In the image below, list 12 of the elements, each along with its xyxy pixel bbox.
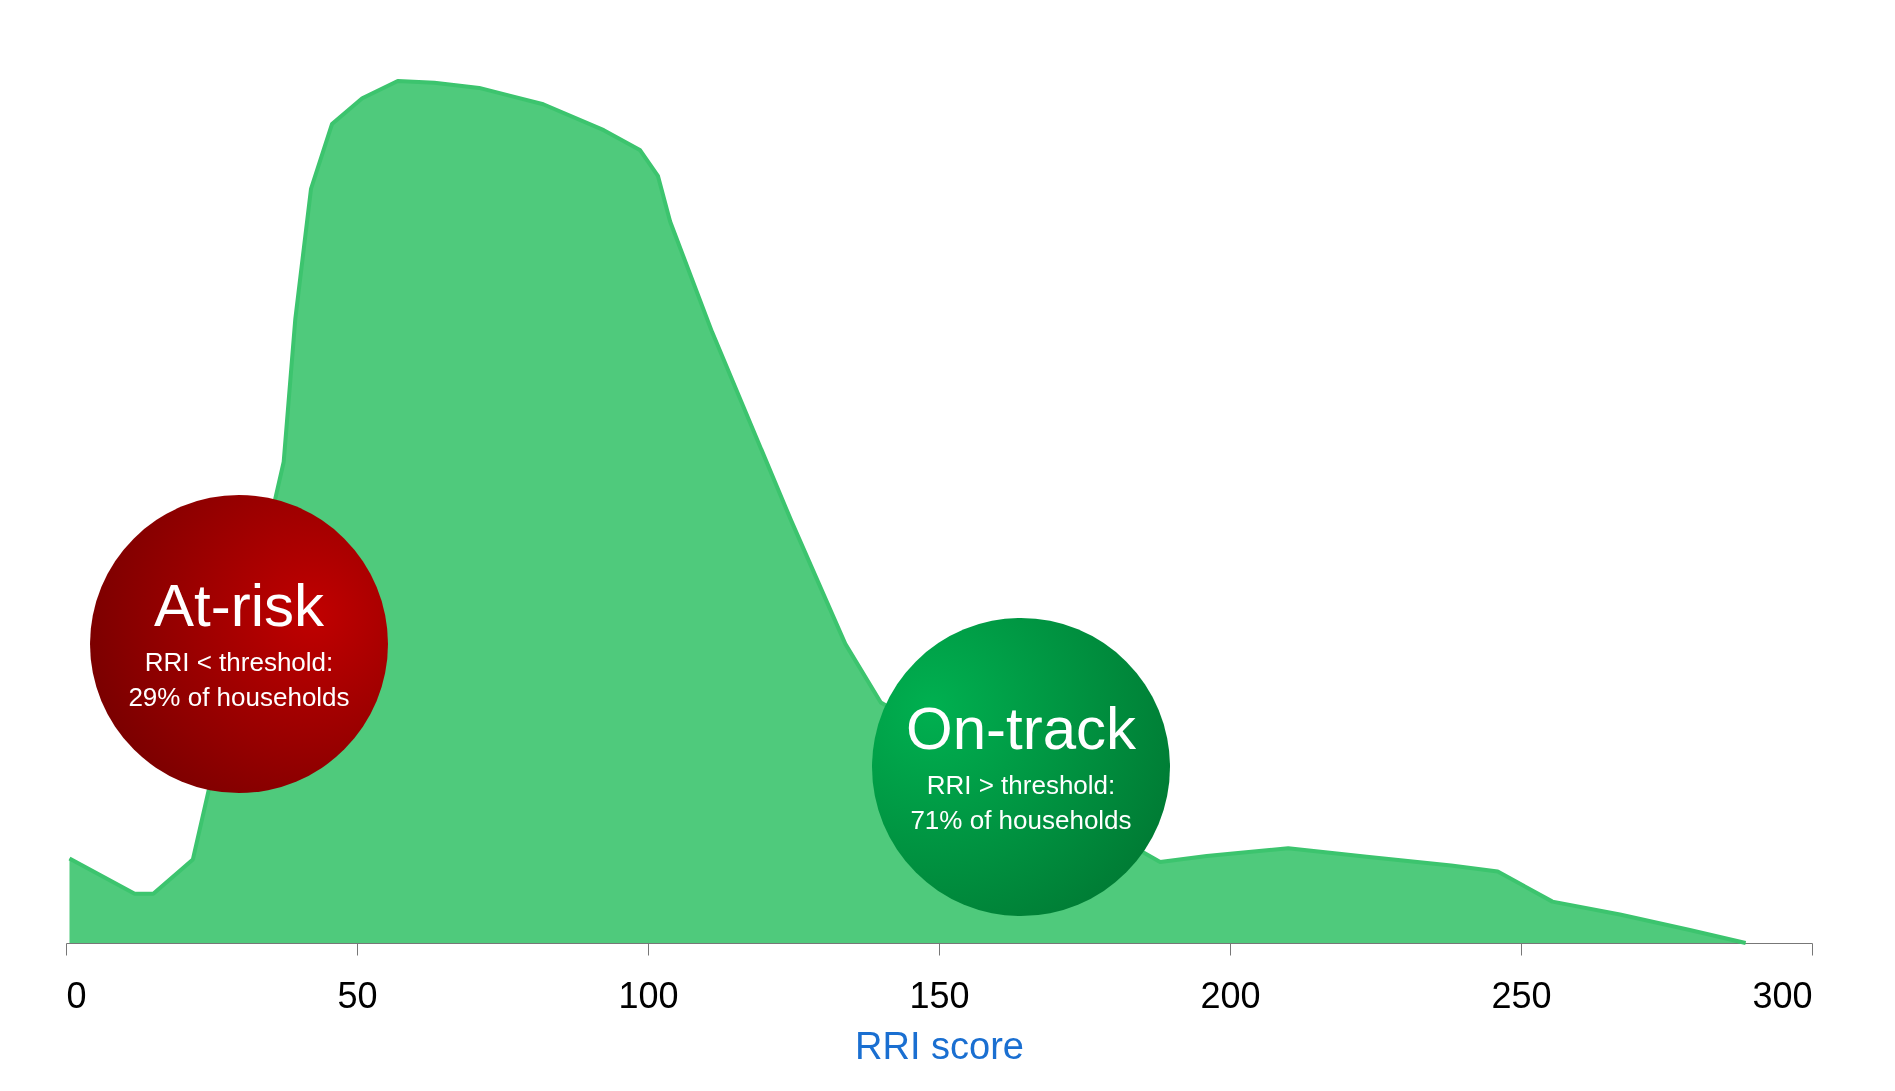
x-tick-label: 0	[66, 974, 87, 1016]
x-tick-label: 50	[337, 974, 378, 1016]
annotation: RRI < threshold: 29% of households	[127, 645, 351, 714]
x-tick-label: 250	[1491, 974, 1552, 1016]
annotation: At-risk	[154, 571, 324, 639]
x-tick-label: 200	[1200, 974, 1261, 1016]
x-axis-title: RRI score	[855, 1024, 1024, 1067]
annotation: RRI > threshold: 71% of households	[909, 768, 1133, 837]
annotation: On-track	[905, 694, 1137, 762]
x-tick-label: 300	[1752, 974, 1813, 1016]
x-tick-label: 100	[618, 974, 679, 1016]
x-tick-label: 150	[909, 974, 970, 1016]
